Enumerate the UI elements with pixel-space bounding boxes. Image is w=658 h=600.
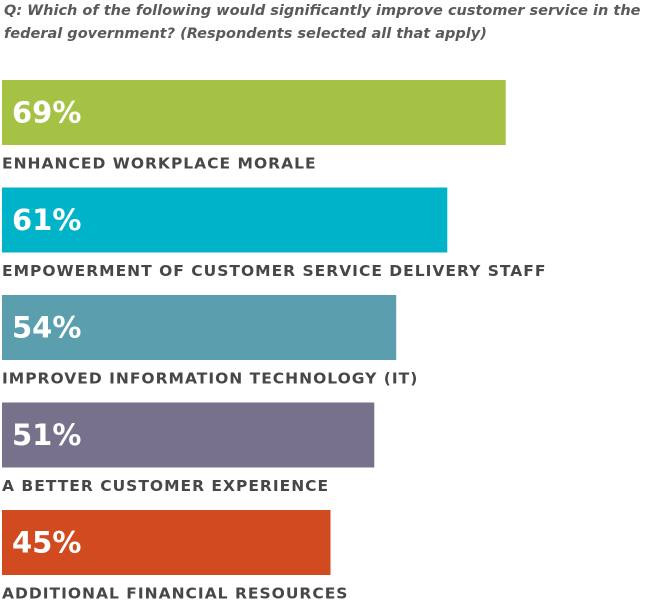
- value-label: 54%: [12, 311, 81, 345]
- bar: [2, 295, 397, 360]
- bar: [2, 402, 375, 468]
- category-label: A BETTER CUSTOMER EXPERIENCE: [2, 477, 329, 495]
- category-label: EMPOWERMENT OF CUSTOMER SERVICE DELIVERY…: [2, 262, 546, 280]
- category-label: ADDITIONAL FINANCIAL RESOURCES: [2, 585, 348, 600]
- bar: [2, 80, 506, 145]
- category-label: ENHANCED WORKPLACE MORALE: [2, 155, 317, 173]
- bar: [2, 187, 448, 253]
- bar: [2, 510, 331, 575]
- value-label: 69%: [12, 96, 81, 130]
- value-label: 61%: [12, 203, 81, 237]
- value-label: 51%: [12, 418, 81, 452]
- value-label: 45%: [12, 526, 81, 560]
- category-label: IMPROVED INFORMATION TECHNOLOGY (IT): [2, 370, 418, 388]
- chart-title: Q: Which of the following would signific…: [4, 3, 641, 42]
